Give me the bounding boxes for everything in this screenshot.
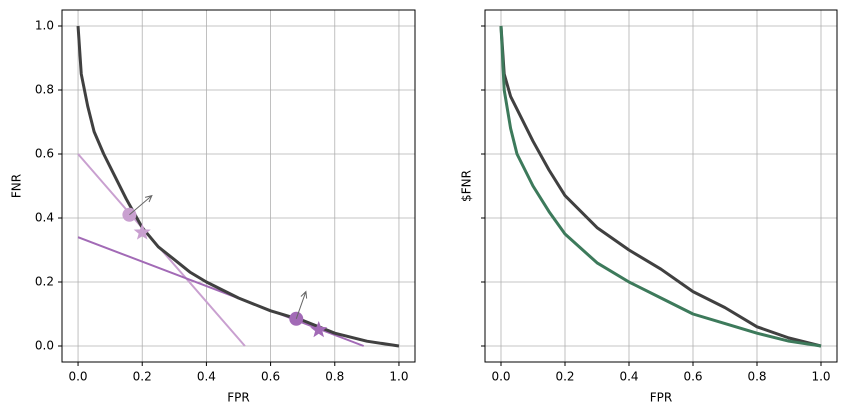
x-tick-label: 0.4 — [197, 370, 216, 384]
plot-area — [499, 25, 822, 348]
y-axis-label: $FNR — [460, 170, 474, 202]
x-tick-label: 0.0 — [491, 370, 510, 384]
x-tick-label: 0.8 — [747, 370, 766, 384]
axes-frame — [484, 9, 838, 363]
y-tick-label: 1.0 — [35, 19, 54, 33]
arrow — [295, 290, 308, 319]
x-tick-label: 1.0 — [389, 370, 408, 384]
x-tick-label: 0.6 — [261, 370, 280, 384]
x-tick-label: 0.8 — [325, 370, 344, 384]
y-axis-label: FNR — [10, 174, 24, 198]
axes-frame — [61, 9, 416, 363]
axes: 0.0 0.2 0.4 0.6 0.8 1.0 FPR $FNR — [460, 9, 838, 405]
plot-area — [76, 25, 400, 348]
x-tick-label: 0.2 — [555, 370, 574, 384]
line — [76, 25, 400, 348]
star-marker — [133, 223, 151, 240]
y-tick-label: 0.0 — [35, 339, 54, 353]
x-tick-label: 0.2 — [133, 370, 152, 384]
x-tick-label: 0.4 — [619, 370, 638, 384]
star-marker — [310, 321, 328, 338]
y-tick-label: 0.8 — [35, 83, 54, 97]
x-tick-label: 1.0 — [811, 370, 830, 384]
x-tick-label: 0.0 — [68, 370, 87, 384]
y-tick-label: 0.6 — [35, 147, 54, 161]
x-axis-label: FPR — [650, 391, 672, 405]
y-tick-label: 0.2 — [35, 275, 54, 289]
x-axis-label: FPR — [227, 391, 249, 405]
x-tick-label: 0.6 — [683, 370, 702, 384]
y-tick-label: 0.4 — [35, 211, 54, 225]
line — [499, 25, 822, 348]
arrow — [129, 194, 153, 216]
axes: 0.0 0.2 0.4 0.6 0.8 1.0 0.0 0.2 0.4 0.6 0.8 1.0 FPR F… — [10, 9, 416, 405]
line — [499, 25, 822, 348]
